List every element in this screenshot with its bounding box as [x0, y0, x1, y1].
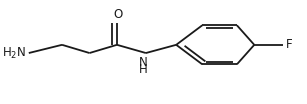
Text: H: H	[139, 63, 148, 76]
Text: N: N	[139, 56, 148, 69]
Text: F: F	[286, 38, 293, 51]
Text: H$_2$N: H$_2$N	[2, 45, 26, 61]
Text: O: O	[113, 8, 122, 21]
